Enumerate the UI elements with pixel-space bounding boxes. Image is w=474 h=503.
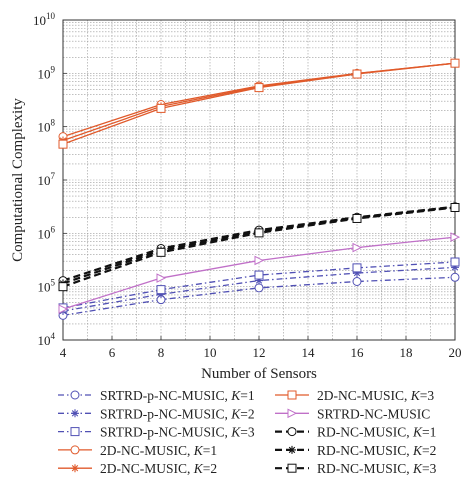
legend-label: RD-NC-MUSIC, K=3: [317, 461, 437, 476]
data-point-square: [156, 103, 166, 113]
x-tick-label: 20: [449, 345, 462, 360]
data-point-square: [352, 263, 362, 273]
series-7: [58, 232, 461, 314]
data-point-triangle-right: [156, 273, 167, 283]
y-tick-label: 1010: [33, 11, 56, 28]
legend-label: RD-NC-MUSIC, K=2: [317, 443, 436, 458]
data-point-triangle-right: [254, 255, 265, 266]
data-point-square: [450, 203, 460, 213]
x-tick-label: 10: [204, 345, 217, 360]
legend-label: SRTRD-p-NC-MUSIC, K=3: [100, 425, 255, 440]
x-tick-label: 8: [158, 345, 165, 360]
data-point-square: [156, 247, 166, 257]
grid: [63, 20, 455, 340]
legend-item: SRTRD-p-NC-MUSIC, K=2: [58, 406, 255, 421]
data-point-square: [254, 270, 264, 280]
legend-label: SRTRD-p-NC-MUSIC, K=1: [100, 388, 255, 403]
legend-item: RD-NC-MUSIC, K=3: [275, 461, 437, 476]
legend: SRTRD-p-NC-MUSIC, K=1 SRTRD-p-NC-MUSIC, K…: [58, 388, 437, 476]
data-point-triangle-right: [352, 242, 363, 253]
data-point-asterisk: [451, 263, 459, 272]
x-tick-label: 14: [302, 345, 316, 360]
series-layer: [58, 58, 461, 320]
data-point-square: [58, 139, 68, 149]
legend-item: RD-NC-MUSIC, K=2: [275, 443, 436, 458]
data-point-square: [254, 228, 264, 238]
data-point-asterisk: [255, 276, 263, 285]
x-axis-label: Number of Sensors: [201, 366, 317, 382]
x-tick-label: 12: [253, 345, 266, 360]
legend-marker-circle: [287, 427, 297, 437]
legend-marker-triangle-right: [287, 408, 298, 419]
legend-item: SRTRD-p-NC-MUSIC, K=1: [58, 388, 255, 403]
legend-marker-circle: [70, 445, 80, 455]
data-point-square: [450, 58, 460, 68]
data-point-circle: [450, 272, 460, 282]
x-tick-label: 18: [400, 345, 413, 360]
y-tick-label: 107: [38, 171, 56, 188]
legend-item: 2D-NC-MUSIC, K=2: [58, 461, 217, 476]
legend-label: 2D-NC-MUSIC, K=1: [100, 443, 217, 458]
data-point-triangle-right: [450, 232, 461, 242]
data-point-asterisk: [157, 290, 165, 299]
legend-label: RD-NC-MUSIC, K=1: [317, 425, 436, 440]
legend-item: 2D-NC-MUSIC, K=3: [275, 388, 434, 403]
data-point-square: [352, 213, 362, 223]
y-tick-label: 108: [38, 118, 56, 135]
y-tick-label: 106: [38, 224, 56, 241]
series-6: [58, 58, 460, 149]
series-1: [58, 272, 460, 320]
y-tick-label: 105: [38, 278, 56, 295]
y-tick-label: 104: [38, 331, 56, 348]
data-point-circle: [254, 283, 264, 293]
data-point-square: [254, 83, 264, 93]
legend-label: SRTRD-NC-MUSIC: [317, 406, 430, 421]
data-point-square: [450, 257, 460, 267]
legend-marker-square: [70, 427, 80, 437]
y-tick-label: 109: [38, 64, 56, 81]
x-tick-label: 4: [60, 345, 67, 360]
legend-item: 2D-NC-MUSIC, K=1: [58, 443, 217, 458]
legend-label: 2D-NC-MUSIC, K=2: [100, 461, 217, 476]
series-line: [62, 276, 456, 316]
legend-marker-square: [287, 463, 297, 473]
legend-item: SRTRD-p-NC-MUSIC, K=3: [58, 425, 255, 440]
y-axis-label: Computational Complexity: [10, 98, 26, 262]
data-point-square: [58, 282, 68, 292]
legend-label: SRTRD-p-NC-MUSIC, K=2: [100, 406, 255, 421]
axis-ticks: 4 6 8 10 12 14 16 18 20 104 105 106 107 108 109 1010: [33, 11, 462, 360]
data-point-square: [352, 69, 362, 79]
data-point-circle: [352, 276, 362, 286]
series-10: [58, 203, 460, 292]
data-point-triangle-right: [58, 304, 69, 314]
legend-marker-asterisk: [288, 445, 296, 454]
data-point-asterisk: [353, 269, 361, 278]
legend-marker-asterisk: [71, 409, 79, 418]
x-tick-label: 16: [351, 345, 365, 360]
legend-label: 2D-NC-MUSIC, K=3: [317, 388, 434, 403]
legend-item: SRTRD-NC-MUSIC: [275, 406, 430, 421]
legend-item: RD-NC-MUSIC, K=1: [275, 425, 436, 440]
legend-marker-asterisk: [71, 464, 79, 473]
legend-marker-square: [287, 390, 297, 400]
x-tick-label: 6: [109, 345, 116, 360]
legend-marker-circle: [70, 390, 80, 400]
data-point-square: [156, 285, 166, 295]
